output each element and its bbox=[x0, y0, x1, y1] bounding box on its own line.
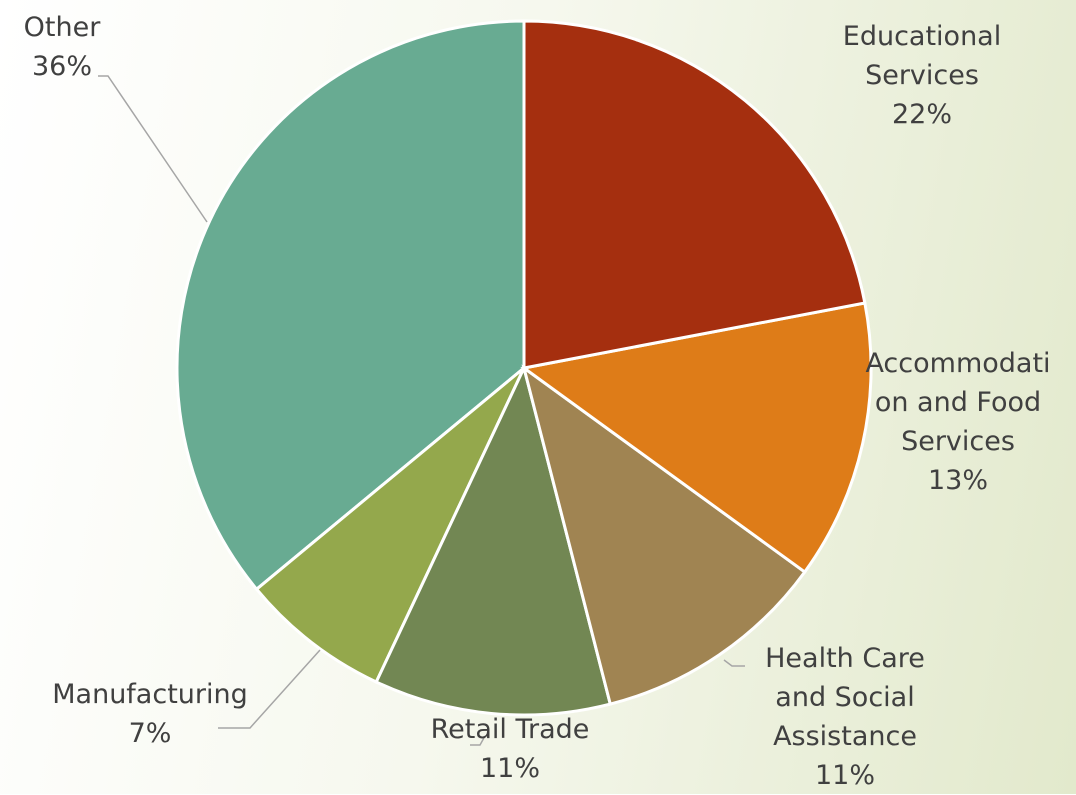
pie-slice bbox=[521, 364, 807, 706]
pie-slice bbox=[522, 19, 867, 370]
leader-line bbox=[723, 659, 745, 667]
data-label: Accommodation and Food Services 13% bbox=[863, 344, 1053, 500]
leader-line bbox=[218, 649, 321, 729]
value-label: 13% bbox=[927, 465, 988, 496]
pie-slice bbox=[175, 19, 526, 592]
data-label: Health Care and Social Assistance 11% bbox=[745, 639, 945, 795]
category-label: Retail Trade bbox=[430, 714, 590, 745]
value-label: 7% bbox=[128, 718, 172, 749]
category-label: Health Care and Social Assistance bbox=[765, 643, 925, 752]
pie-slice bbox=[520, 301, 873, 575]
pie-slice bbox=[374, 363, 613, 717]
data-label: Manufacturing 7% bbox=[30, 675, 270, 753]
value-label: 11% bbox=[814, 760, 875, 791]
data-label: Other 36% bbox=[12, 8, 112, 86]
value-label: 36% bbox=[31, 51, 92, 82]
leader-line bbox=[98, 75, 208, 223]
category-label: Educational Services bbox=[842, 21, 1002, 91]
leader-line bbox=[470, 735, 486, 746]
category-label: Other bbox=[23, 12, 101, 43]
data-label: Retail Trade 11% bbox=[410, 710, 610, 788]
category-label: Accommodation and Food Services bbox=[865, 348, 1051, 457]
category-label: Manufacturing bbox=[52, 679, 248, 710]
pie-slice bbox=[254, 366, 526, 684]
value-label: 11% bbox=[479, 753, 540, 784]
data-label: Educational Services 22% bbox=[822, 17, 1022, 134]
value-label: 22% bbox=[891, 99, 952, 130]
